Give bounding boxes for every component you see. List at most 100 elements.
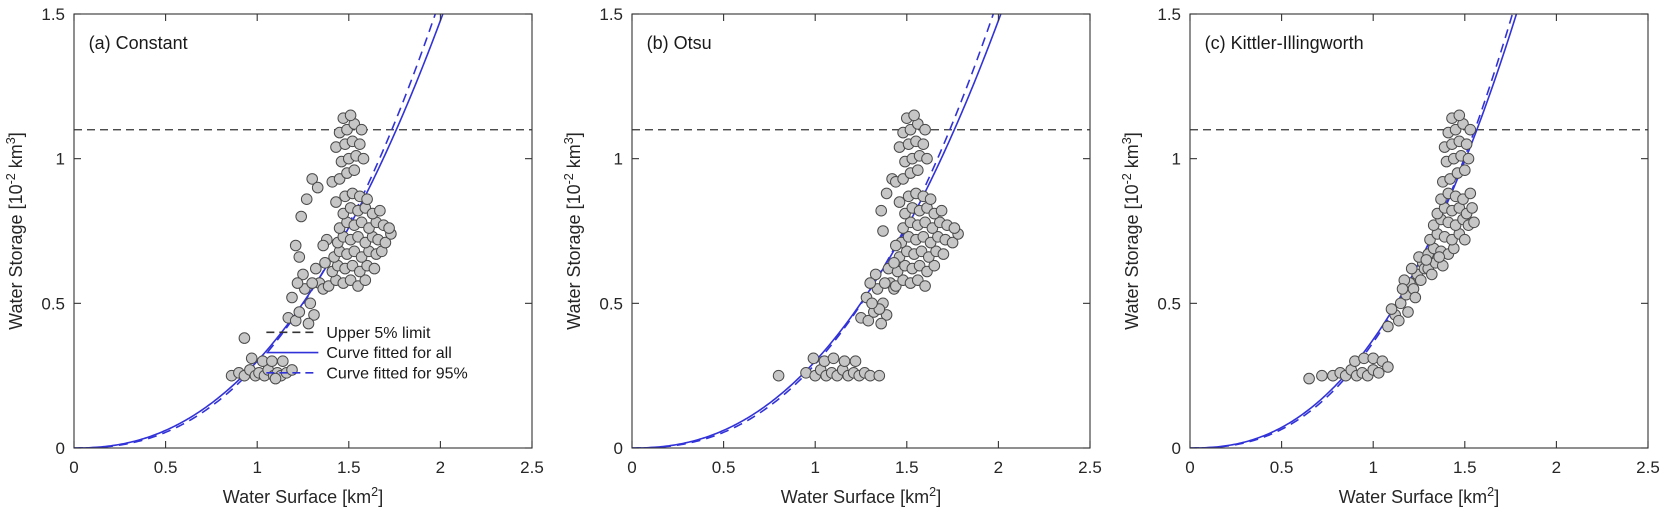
scatter-point — [354, 138, 366, 150]
x-tick-label: 0 — [1185, 458, 1194, 477]
scatter-point — [890, 239, 902, 252]
scatter-point — [946, 236, 959, 249]
x-tick-label: 2.5 — [520, 458, 544, 477]
x-axis: 0 0.5 1 1.5 2 2.5 — [69, 14, 544, 477]
scatter-points — [1303, 109, 1480, 385]
scatter-point — [277, 355, 289, 368]
panel-background — [558, 0, 1116, 514]
scatter-point — [862, 314, 875, 327]
scatter-point — [917, 138, 930, 150]
scatter-point — [893, 196, 906, 208]
scatter-point — [866, 297, 878, 310]
fit-curve-all — [632, 14, 1002, 448]
x-tick-label: 0 — [69, 458, 78, 477]
scatter-point — [1385, 303, 1398, 315]
scatter-point — [1466, 202, 1478, 214]
scatter-point — [1382, 361, 1394, 373]
scatter-point — [293, 306, 306, 318]
scatter-point — [888, 257, 900, 269]
x-tick-label: 2 — [1552, 458, 1561, 477]
y-axis-label: Water Storage [10-2 km3] — [562, 132, 584, 330]
scatter-point — [935, 204, 948, 217]
scatter-point — [1464, 123, 1477, 136]
panel-title: (b) Otsu — [647, 33, 712, 53]
y-tick-label: 0 — [614, 439, 623, 458]
scatter-point — [1453, 109, 1466, 122]
scatter-point — [875, 204, 888, 217]
scatter-point — [319, 257, 331, 269]
x-tick-label: 2 — [994, 458, 1003, 477]
x-tick-label: 0.5 — [1270, 458, 1294, 477]
panel-background — [0, 0, 559, 514]
scatter-point — [348, 164, 361, 176]
x-tick-label: 2.5 — [1636, 458, 1660, 477]
legend-label: Curve fitted for 95% — [326, 365, 467, 382]
scatter-point — [807, 352, 820, 365]
scatter-point — [1393, 314, 1405, 327]
scatter-point — [311, 181, 324, 194]
panel-title: (c) Kittler-Illingworth — [1205, 33, 1364, 53]
scatter-point — [383, 222, 395, 234]
scatter-point — [293, 251, 306, 263]
scatter-point — [879, 277, 891, 289]
fit-curve-all — [74, 14, 444, 448]
scatter-point — [919, 123, 931, 136]
chart-panel-c: 0 0.5 1 1.5 2 2.5 0 0.5 1 1.5 Water Surface [km2] W… — [1116, 0, 1674, 514]
scatter-point — [849, 355, 862, 368]
x-tick-label: 1.5 — [1453, 458, 1477, 477]
y-axis: 0 0.5 1 1.5 — [1157, 5, 1648, 458]
scatter-point — [1433, 251, 1446, 263]
scatter-point — [306, 277, 319, 289]
scatter-point — [291, 277, 304, 289]
panel-b: 0 0.5 1 1.5 2 2.5 0 0.5 1 1.5 Water Surface [km2] W… — [558, 0, 1116, 514]
scatter-point — [297, 268, 309, 281]
scatter-point — [330, 196, 342, 208]
scatter-point — [864, 277, 877, 289]
scatter-point — [1396, 283, 1409, 295]
scatter-points — [772, 109, 964, 382]
y-tick-label: 0.5 — [1157, 294, 1181, 313]
scatter-point — [374, 204, 386, 217]
x-tick-label: 1.5 — [895, 458, 919, 477]
scatter-point — [880, 187, 893, 200]
legend-label: Upper 5% limit — [326, 325, 431, 342]
x-axis: 0 0.5 1 1.5 2 2.5 — [1185, 14, 1660, 477]
scatter-point — [1464, 187, 1477, 200]
scatter-point — [1394, 297, 1407, 310]
x-tick-label: 0 — [627, 458, 636, 477]
scatter-point — [1372, 367, 1385, 379]
scatter-point — [357, 152, 370, 165]
x-tick-label: 1 — [1368, 458, 1377, 477]
scatter-point — [269, 372, 282, 385]
scatter-point — [1415, 274, 1427, 287]
scatter-point — [361, 193, 373, 205]
y-tick-label: 1 — [56, 150, 65, 169]
scatter-point — [317, 239, 330, 252]
scatter-point — [827, 352, 840, 365]
y-tick-label: 0 — [56, 439, 65, 458]
scatter-point — [245, 352, 258, 365]
scatter-point — [300, 193, 313, 205]
scatter-point — [302, 317, 315, 330]
scatter-point — [1426, 268, 1438, 281]
scatter-point — [1468, 216, 1480, 229]
scatter-point — [304, 297, 317, 310]
scatter-point — [1402, 306, 1414, 318]
x-tick-label: 1 — [252, 458, 261, 477]
scatter-point — [1459, 164, 1471, 176]
y-tick-label: 0 — [1172, 439, 1181, 458]
x-tick-label: 0.5 — [712, 458, 736, 477]
x-axis-label: Water Surface [km2] — [223, 485, 383, 507]
scatter-point — [1382, 320, 1394, 333]
scatter-point — [937, 248, 950, 260]
y-axis: 0 0.5 1 1.5 — [599, 5, 1090, 458]
scatter-point — [295, 210, 308, 223]
scatter-point — [344, 109, 357, 122]
panel-c: 0 0.5 1 1.5 2 2.5 0 0.5 1 1.5 Water Surface [km2] W… — [1116, 0, 1674, 514]
scatter-point — [912, 164, 924, 176]
scatter-point — [355, 123, 368, 136]
x-tick-label: 1.5 — [337, 458, 361, 477]
chart-panel-a: 0 0.5 1 1.5 2 2.5 0 0.5 1 1.5 Water Surface [km2] W… — [0, 0, 559, 514]
x-tick-label: 2 — [436, 458, 445, 477]
